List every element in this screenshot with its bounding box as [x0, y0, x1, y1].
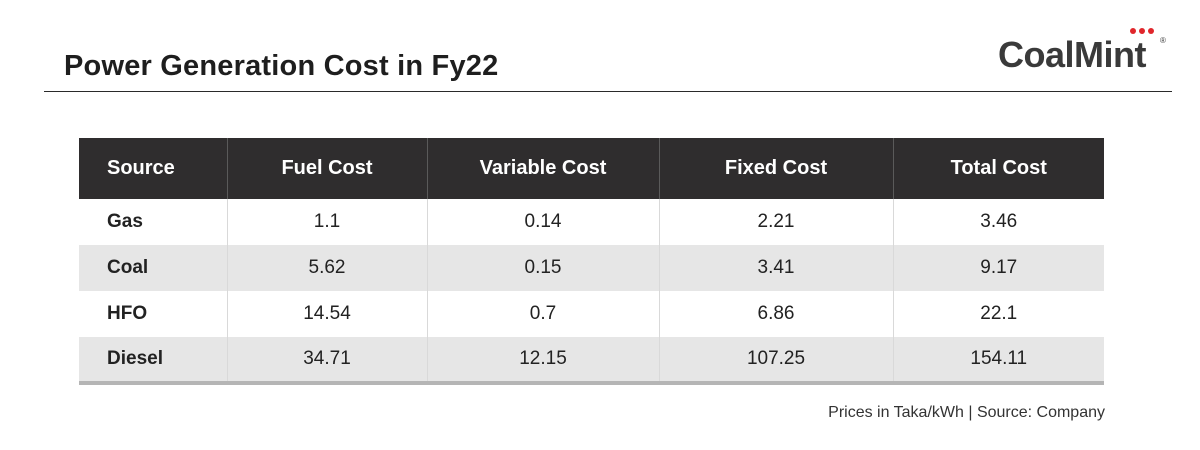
table-row: Diesel 34.71 12.15 107.25 154.11	[79, 337, 1104, 383]
cost-table: Source Fuel Cost Variable Cost Fixed Cos…	[79, 138, 1104, 385]
table-cell: 5.62	[226, 245, 427, 291]
column-header: Variable Cost	[426, 138, 659, 199]
column-header: Fixed Cost	[658, 138, 893, 199]
table-cell: 12.15	[426, 337, 659, 383]
table-row: Gas 1.1 0.14 2.21 3.46	[79, 199, 1104, 245]
column-header: Source	[107, 157, 175, 179]
table-cell: 22.1	[892, 291, 1104, 337]
column-header: Total Cost	[892, 138, 1104, 199]
table-cell: Gas	[107, 211, 143, 232]
header-divider	[44, 91, 1172, 92]
logo-wordmark: CoalMint	[998, 34, 1146, 75]
table-cell: Diesel	[107, 348, 163, 369]
table-cell: HFO	[107, 303, 148, 324]
table-cell: 2.21	[658, 199, 893, 245]
table-cell: 14.54	[226, 291, 427, 337]
source-note: Prices in Taka/kWh | Source: Company	[828, 404, 1105, 421]
table-row: Coal 5.62 0.15 3.41 9.17	[79, 245, 1104, 291]
table-cell: 107.25	[658, 337, 893, 383]
table-cell: 34.71	[226, 337, 427, 383]
table-cell: 3.41	[658, 245, 893, 291]
table-cell: 3.46	[892, 199, 1104, 245]
logo-dot	[1139, 28, 1145, 34]
table-cell: 154.11	[892, 337, 1104, 383]
table-cell: Coal	[107, 257, 149, 278]
table-cell: 0.15	[426, 245, 659, 291]
table-cell: 0.7	[426, 291, 659, 337]
table-cell: 1.1	[226, 199, 427, 245]
table-cell: 9.17	[892, 245, 1104, 291]
logo-dot	[1130, 28, 1136, 34]
table-header-row: Source Fuel Cost Variable Cost Fixed Cos…	[79, 138, 1104, 199]
logo-dots	[1130, 28, 1170, 38]
registered-mark: ®	[1160, 36, 1166, 45]
table-cell: 0.14	[426, 199, 659, 245]
table-row: HFO 14.54 0.7 6.86 22.1	[79, 291, 1104, 337]
page-title: Power Generation Cost in Fy22	[64, 50, 499, 82]
brand-logo: CoalMint ®	[998, 28, 1173, 78]
logo-dot	[1148, 28, 1154, 34]
column-header: Fuel Cost	[226, 138, 427, 199]
table-cell: 6.86	[658, 291, 893, 337]
